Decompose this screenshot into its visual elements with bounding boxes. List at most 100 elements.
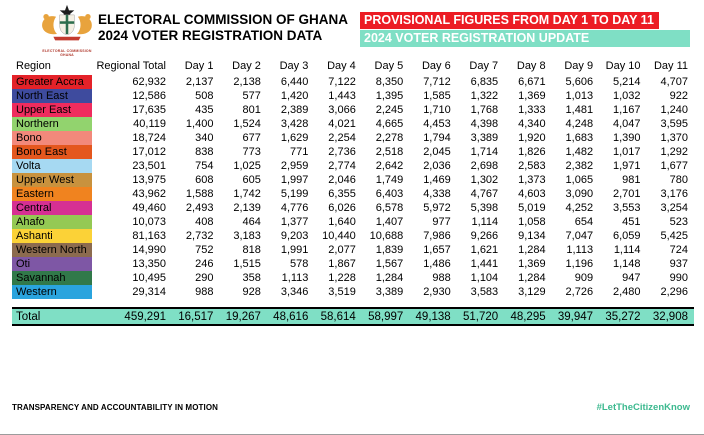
value-cell: 3,346 bbox=[280, 286, 309, 298]
column-header: Region bbox=[16, 60, 51, 72]
logo-caption-line2: GHANA bbox=[60, 53, 74, 57]
logo-caption-line1: ELECTORAL COMMISSION bbox=[42, 49, 92, 53]
value-cell: 2,138 bbox=[233, 76, 261, 88]
column-header: Day 10 bbox=[605, 60, 641, 72]
value-cell: 6,355 bbox=[328, 188, 356, 200]
value-cell: 508 bbox=[195, 90, 214, 102]
column-header: Day 3 bbox=[279, 60, 309, 72]
column-header: Day 5 bbox=[374, 60, 404, 72]
value-cell: 246 bbox=[195, 258, 214, 270]
value-cell: 838 bbox=[195, 146, 214, 158]
value-cell: 1,420 bbox=[280, 90, 309, 102]
region-cell: Central bbox=[12, 201, 92, 215]
value-cell: 990 bbox=[669, 272, 688, 284]
region-cell: Eastern bbox=[12, 187, 92, 201]
total-value-cell: 39,947 bbox=[551, 307, 600, 326]
value-cell: 4,340 bbox=[518, 118, 546, 130]
value-cell: 1,486 bbox=[423, 258, 451, 270]
value-cell: 4,767 bbox=[470, 188, 499, 200]
value-cell: 2,732 bbox=[185, 230, 214, 242]
column-header: Day 4 bbox=[327, 60, 356, 72]
total-value-cell: 48,616 bbox=[266, 307, 315, 326]
spacer-cell bbox=[12, 299, 694, 308]
value-cell: 9,134 bbox=[518, 230, 546, 242]
value-cell: 9,266 bbox=[470, 230, 499, 242]
value-cell: 1,400 bbox=[185, 118, 214, 130]
value-cell: 2,930 bbox=[423, 286, 451, 298]
ec-ghana-logo: ELECTORAL COMMISSION GHANA bbox=[36, 4, 98, 57]
value-cell: 1,971 bbox=[613, 160, 641, 172]
table-row: Upper West 13,975 608 605 1,997 2,046 1,749 1,4… bbox=[12, 173, 694, 187]
value-cell: 754 bbox=[195, 160, 214, 172]
value-cell: 2,959 bbox=[280, 160, 309, 172]
value-cell: 6,440 bbox=[280, 76, 309, 88]
value-cell: 7,712 bbox=[423, 76, 451, 88]
value-cell: 3,519 bbox=[328, 286, 356, 298]
column-header: Regional Total bbox=[96, 60, 166, 72]
value-cell: 1,839 bbox=[375, 244, 404, 256]
value-cell: 2,278 bbox=[375, 132, 404, 144]
value-cell: 4,252 bbox=[565, 202, 594, 214]
value-cell: 605 bbox=[242, 174, 261, 186]
value-cell: 773 bbox=[242, 146, 261, 158]
total-value-cell: 58,614 bbox=[314, 307, 362, 326]
value-cell: 1,443 bbox=[328, 90, 356, 102]
value-cell: 1,683 bbox=[565, 132, 594, 144]
value-cell: 7,122 bbox=[328, 76, 356, 88]
footer-hashtag: #LetTheCitizenKnow bbox=[596, 402, 690, 413]
value-cell: 771 bbox=[290, 146, 309, 158]
value-cell: 49,460 bbox=[132, 202, 166, 214]
value-cell: 1,585 bbox=[423, 90, 451, 102]
value-cell: 1,113 bbox=[281, 272, 309, 284]
total-value-cell: 32,908 bbox=[646, 307, 694, 326]
value-cell: 2,518 bbox=[375, 146, 404, 158]
value-cell: 1,322 bbox=[470, 90, 499, 102]
value-cell: 18,724 bbox=[132, 132, 166, 144]
value-cell: 1,148 bbox=[613, 258, 641, 270]
value-cell: 5,398 bbox=[470, 202, 499, 214]
value-cell: 7,986 bbox=[423, 230, 451, 242]
value-cell: 1,377 bbox=[280, 216, 309, 228]
value-cell: 988 bbox=[432, 272, 451, 284]
table-row: Upper East 17,635 435 801 2,389 3,066 2,245 1,7… bbox=[12, 103, 694, 117]
value-cell: 340 bbox=[195, 132, 214, 144]
value-cell: 435 bbox=[195, 104, 214, 116]
value-cell: 1,588 bbox=[185, 188, 214, 200]
value-cell: 3,389 bbox=[375, 286, 404, 298]
value-cell: 1,058 bbox=[518, 216, 546, 228]
value-cell: 1,481 bbox=[565, 104, 594, 116]
region-cell: Upper East bbox=[12, 103, 92, 117]
table-row: Greater Accra 62,932 2,137 2,138 6,440 7,122 8… bbox=[12, 75, 694, 89]
value-cell: 9,203 bbox=[280, 230, 309, 242]
value-cell: 17,012 bbox=[132, 146, 166, 158]
table-row: Central 49,460 2,493 2,139 4,776 6,026 6,578 5,… bbox=[12, 201, 694, 215]
value-cell: 1,032 bbox=[613, 90, 641, 102]
value-cell: 2,137 bbox=[185, 76, 214, 88]
value-cell: 2,389 bbox=[280, 104, 309, 116]
value-cell: 1,749 bbox=[375, 174, 404, 186]
value-cell: 2,077 bbox=[328, 244, 356, 256]
value-cell: 3,595 bbox=[660, 118, 688, 130]
value-cell: 3,090 bbox=[565, 188, 594, 200]
value-cell: 6,671 bbox=[518, 76, 546, 88]
value-cell: 1,390 bbox=[613, 132, 641, 144]
table-row: Northern 40,119 1,400 1,524 3,428 4,021 4,665 4… bbox=[12, 117, 694, 131]
value-cell: 12,586 bbox=[132, 90, 166, 102]
value-cell: 5,425 bbox=[660, 230, 688, 242]
value-cell: 1,284 bbox=[518, 244, 546, 256]
value-cell: 937 bbox=[669, 258, 688, 270]
value-cell: 578 bbox=[290, 258, 309, 270]
value-cell: 1,017 bbox=[613, 146, 641, 158]
value-cell: 1,997 bbox=[280, 174, 309, 186]
value-cell: 3,176 bbox=[660, 188, 688, 200]
region-cell: Upper West bbox=[12, 173, 92, 187]
column-header: Day 11 bbox=[653, 60, 688, 72]
column-header: Day 9 bbox=[564, 60, 594, 72]
value-cell: 5,214 bbox=[613, 76, 641, 88]
value-cell: 1,867 bbox=[328, 258, 356, 270]
value-cell: 2,296 bbox=[660, 286, 688, 298]
value-cell: 1,302 bbox=[470, 174, 499, 186]
value-cell: 13,975 bbox=[132, 174, 166, 186]
value-cell: 2,139 bbox=[233, 202, 261, 214]
